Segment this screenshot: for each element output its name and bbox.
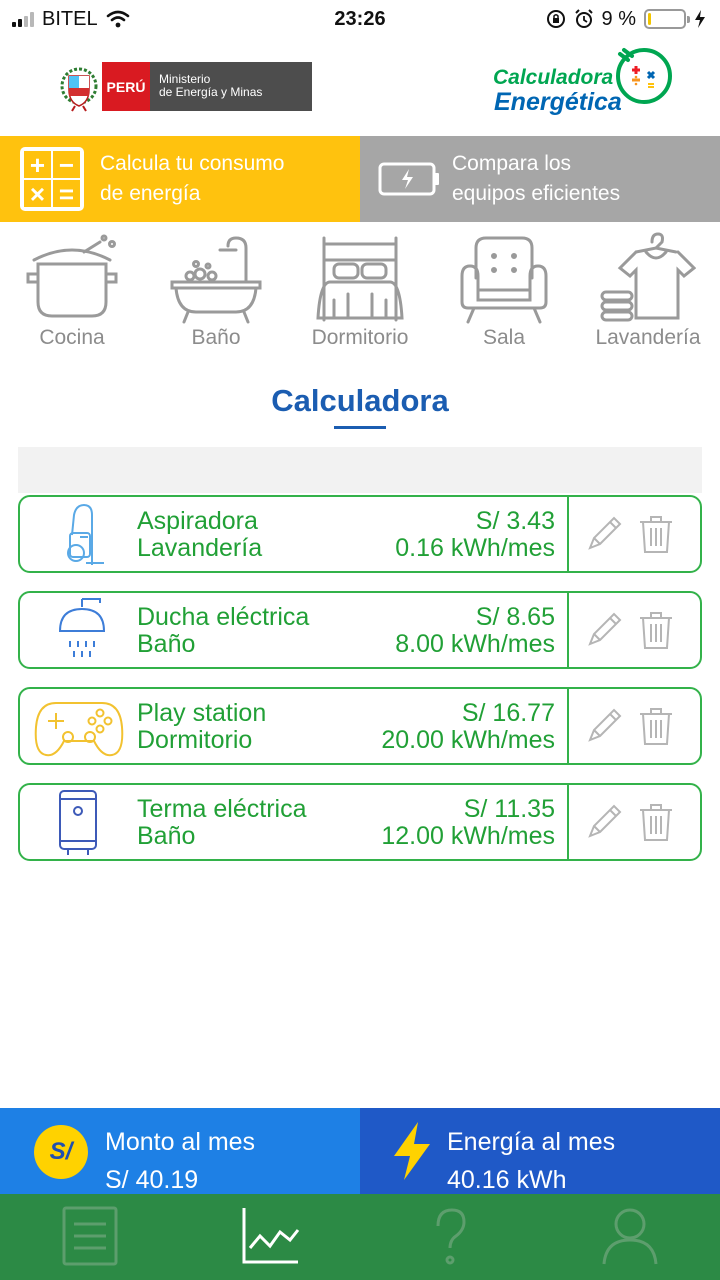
appliance-card[interactable]: Aspiradora Lavandería S/ 3.43 0.16 kWh/m… [18,495,702,573]
shower-icon [58,598,106,657]
logo-line-1: Calculadora [493,66,614,89]
battery-level [648,13,652,25]
bed-icon [316,236,404,322]
appliance-energy: 0.16 kWh/mes [395,534,555,562]
energy-label: Energía al mes [447,1128,616,1156]
room-cocina[interactable]: Cocina [4,224,140,358]
trash-icon[interactable] [638,706,674,746]
vacuum-icon [67,503,104,565]
appliance-energy: 8.00 kWh/mes [395,630,555,658]
page-title: Calculadora [271,383,449,418]
ministry-line-1: Ministerio [159,72,211,86]
user-icon[interactable] [600,1206,660,1266]
status-right: 9 % [546,8,706,31]
money-label: Monto al mes [105,1128,256,1156]
app-logo: Calculadora Energética [490,46,680,126]
appliance-name: Terma eléctrica [137,795,307,823]
gamepad-icon [34,702,124,757]
pot-icon [26,234,118,318]
card-divider [567,687,569,765]
chart-icon[interactable] [240,1206,300,1266]
armchair-icon [460,236,548,324]
appliance-cost: S/ 3.43 [475,507,555,535]
room-label: Dormitorio [311,326,409,349]
room-label: Lavandería [595,326,701,349]
appliance-card[interactable]: Ducha eléctrica Baño S/ 8.65 8.00 kWh/me… [18,591,702,669]
appliance-room: Baño [137,822,196,850]
bathtub-icon [170,236,262,324]
tab-compare[interactable]: Compara los equipos eficientes [360,136,720,222]
battery-percent: 9 % [601,7,636,30]
coat-of-arms-icon [60,67,98,112]
pencil-icon[interactable] [584,706,624,746]
tab-compare-line-1: Compara los [452,152,572,175]
appliance-card[interactable]: Play station Dormitorio S/ 16.77 20.00 k… [18,687,702,765]
trash-icon[interactable] [638,610,674,650]
pencil-icon[interactable] [584,514,624,554]
charging-icon [695,10,705,28]
summary-money: S/ Monto al mes S/ 40.19 [0,1108,360,1194]
appliance-energy: 20.00 kWh/mes [381,726,555,754]
room-sala[interactable]: Sala [436,224,572,358]
tab-calculate[interactable]: + − × = Calcula tu consumo de energía [0,136,360,222]
logo-plug-icon [616,48,672,104]
tab-calculate-line-2: de energía [100,182,201,205]
money-symbol-icon: S/ [34,1125,88,1179]
list-header-band [18,447,702,493]
help-icon[interactable] [420,1206,480,1266]
laundry-icon [600,232,696,322]
lightning-icon [394,1122,430,1180]
trash-icon[interactable] [638,514,674,554]
list-icon[interactable] [60,1206,120,1266]
title-underline [334,426,386,429]
appliance-room: Baño [137,630,196,658]
ministry-line-2: de Energía y Minas [159,85,263,99]
energy-value: 40.16 kWh [447,1166,567,1194]
appliance-room: Dormitorio [137,726,253,754]
room-lavanderia[interactable]: Lavandería [580,224,716,358]
card-divider [567,591,569,669]
alarm-icon [574,9,593,28]
wifi-icon [106,10,129,28]
room-dormitorio[interactable]: Dormitorio [292,224,428,358]
header: PERÚ Ministerio de Energía y Minas Calcu… [0,38,720,136]
signal-icon [12,11,34,27]
room-label: Baño [191,326,241,349]
battery-efficient-icon [378,162,439,196]
ministry-label: Ministerio de Energía y Minas [150,62,312,111]
tab-calculate-line-1: Calcula tu consumo [100,152,285,175]
battery-icon [644,9,690,29]
tab-compare-line-2: equipos eficientes [452,182,621,205]
appliance-card[interactable]: Terma eléctrica Baño S/ 11.35 12.00 kWh/… [18,783,702,861]
trash-icon[interactable] [638,802,674,842]
orientation-lock-icon [546,10,565,28]
appliance-cost: S/ 11.35 [463,795,555,823]
appliance-room: Lavandería [137,534,263,562]
monthly-summary: S/ Monto al mes S/ 40.19 Energía al mes … [0,1108,720,1194]
appliance-cost: S/ 16.77 [461,699,555,727]
room-bano[interactable]: Baño [148,224,284,358]
peru-label: PERÚ [102,62,150,111]
room-label: Cocina [39,326,105,349]
appliance-name: Play station [137,699,267,727]
appliance-cost: S/ 8.65 [475,603,555,631]
card-divider [567,495,569,573]
pencil-icon[interactable] [584,610,624,650]
appliance-name: Ducha eléctrica [137,603,310,631]
room-label: Sala [482,326,526,349]
top-tabs: + − × = Calcula tu consumo de energía Compa… [0,136,720,222]
room-selector: Cocina Baño Dormitorio [0,224,720,358]
bottom-nav [0,1194,720,1280]
card-divider [567,783,569,861]
logo-line-2: Energética [494,88,622,116]
money-value: S/ 40.19 [105,1166,199,1194]
water-heater-icon [59,790,97,855]
status-bar: BITEL 23:26 9 % [0,0,720,38]
carrier-name: BITEL [42,7,98,30]
pencil-icon[interactable] [584,802,624,842]
calculator-icon: + − × = [20,147,84,211]
appliance-name: Aspiradora [137,507,258,535]
appliance-energy: 12.00 kWh/mes [381,822,555,850]
status-left: BITEL [12,8,130,31]
